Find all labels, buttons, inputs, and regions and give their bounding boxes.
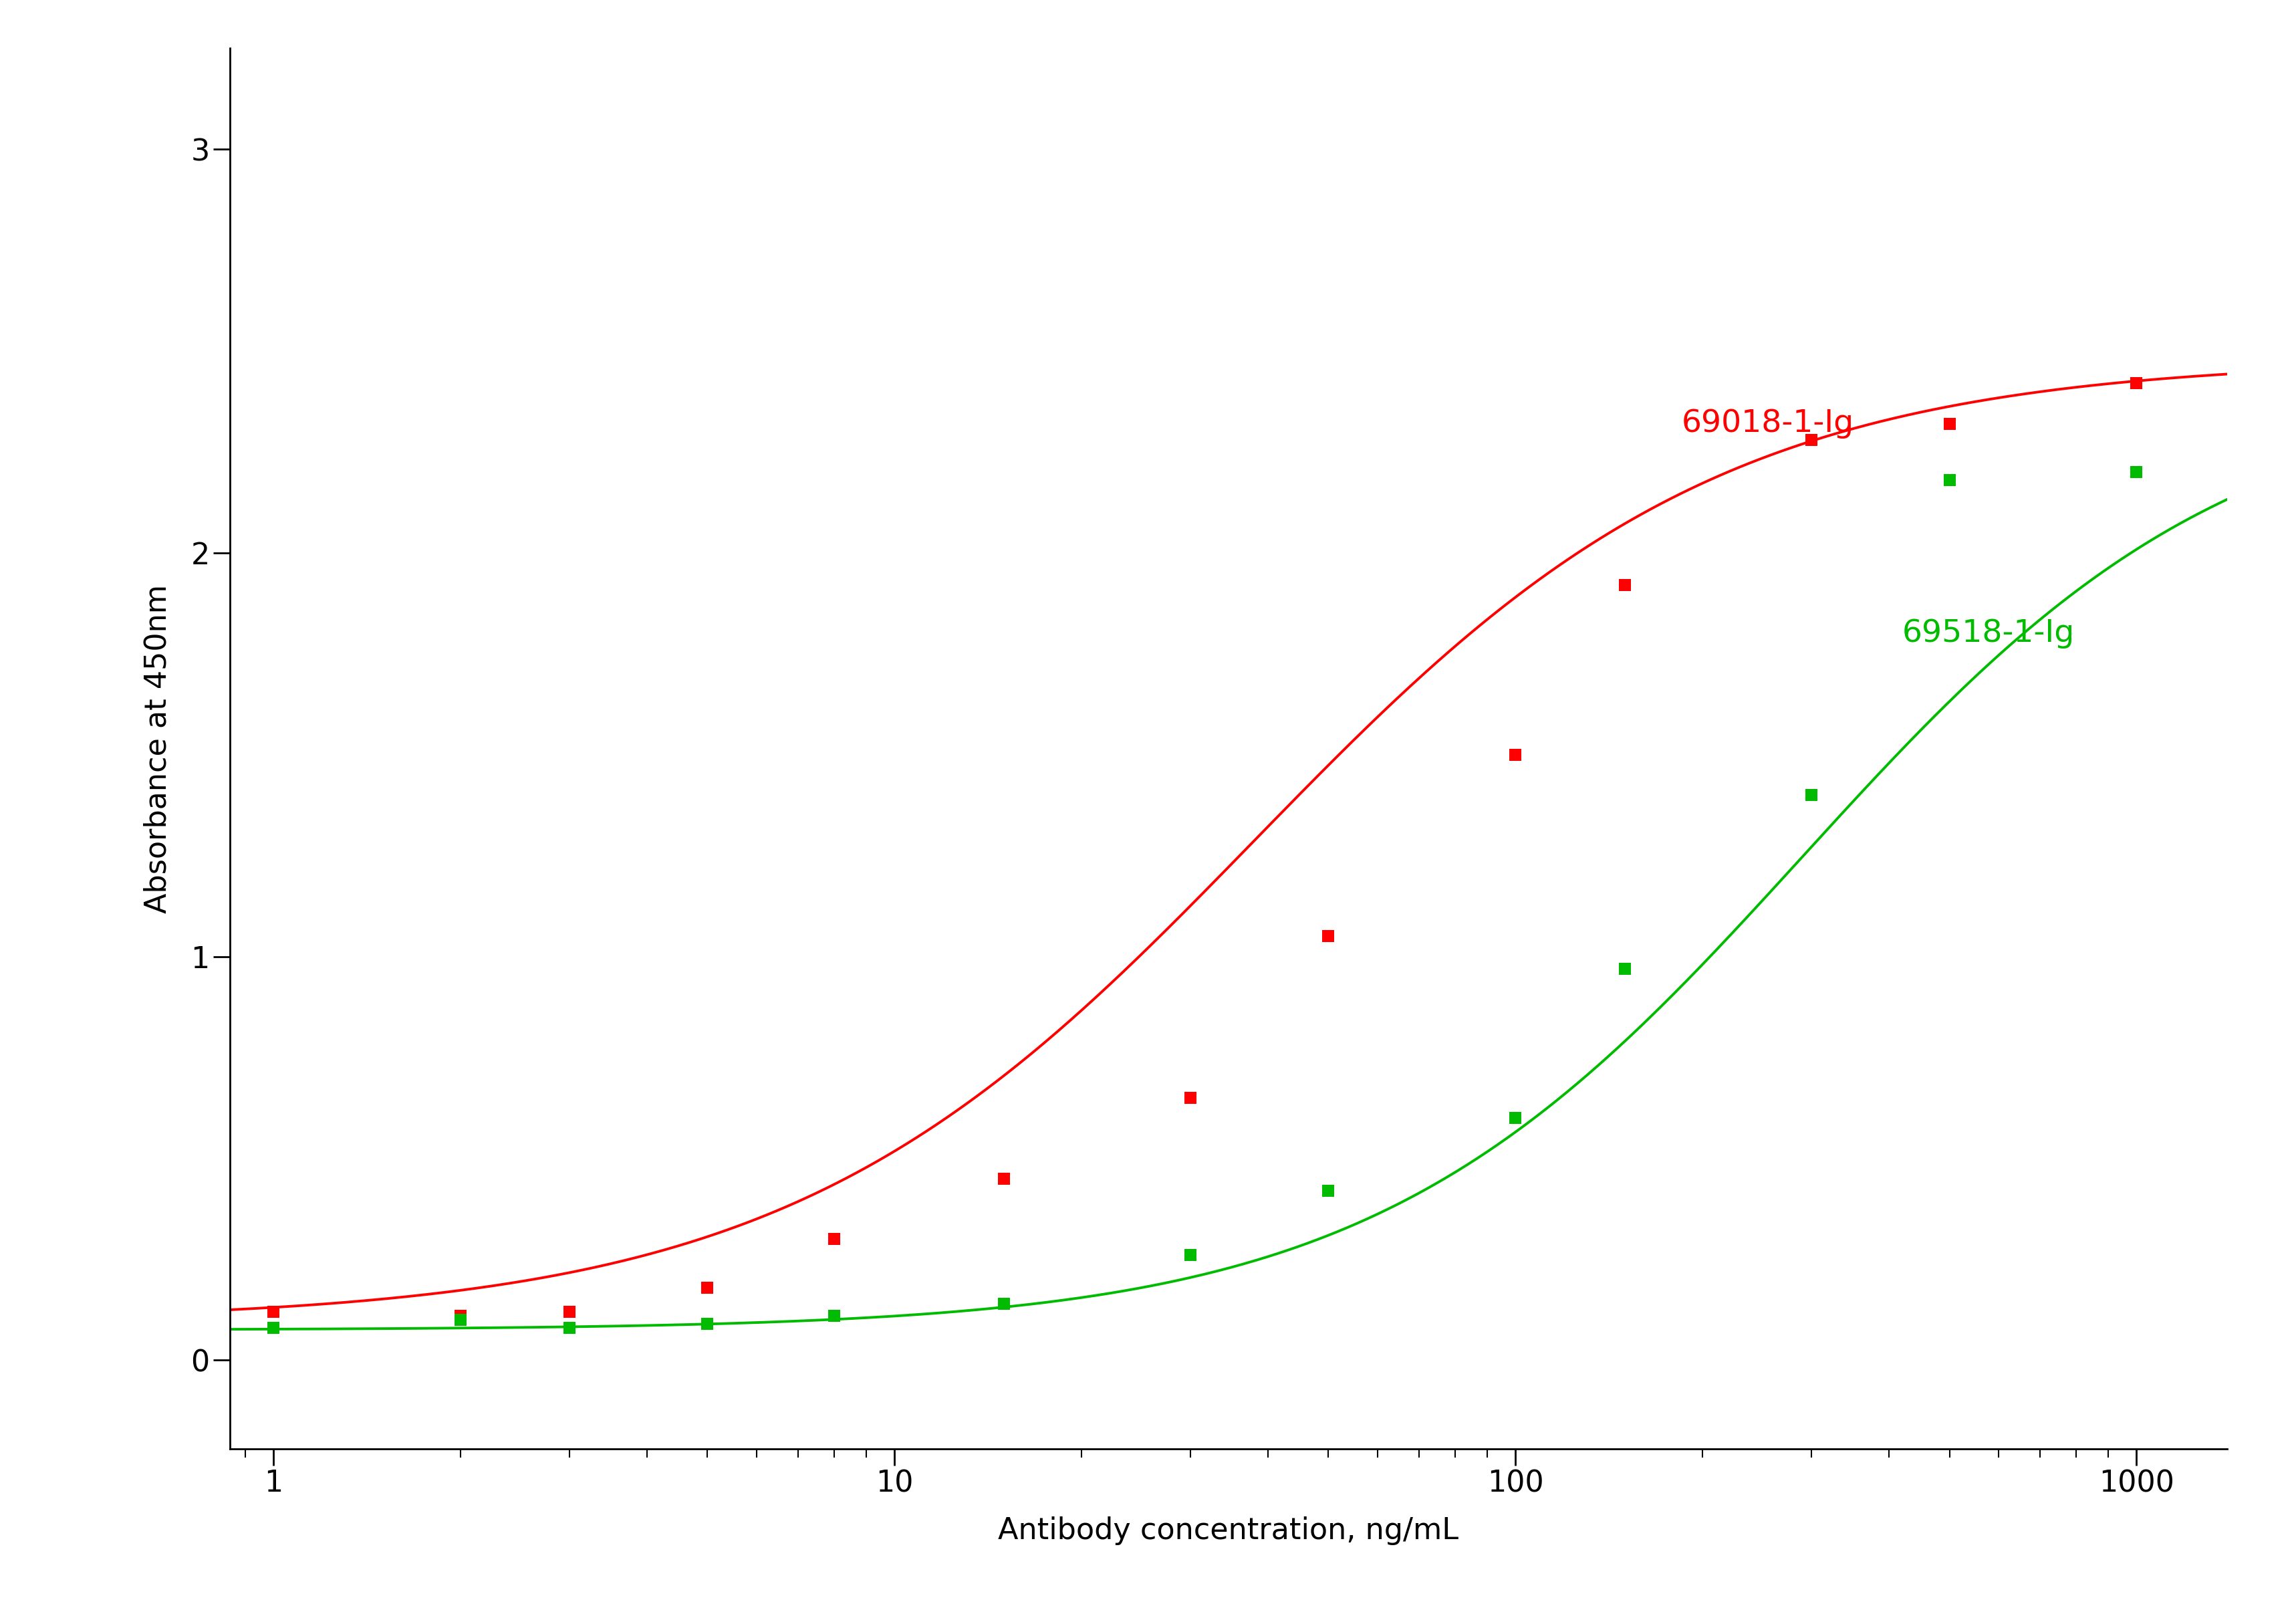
Point bbox=[1311, 924, 1348, 950]
Point bbox=[985, 1291, 1022, 1317]
Point bbox=[1497, 742, 1534, 768]
Point bbox=[1173, 1243, 1210, 1269]
Point bbox=[1607, 572, 1644, 597]
Point bbox=[1931, 467, 1968, 493]
Text: 69518-1-Ig: 69518-1-Ig bbox=[1903, 618, 2076, 649]
Point bbox=[1793, 782, 1830, 808]
Point bbox=[2117, 370, 2154, 396]
Point bbox=[443, 1302, 480, 1328]
Point bbox=[1793, 427, 1830, 452]
Point bbox=[689, 1311, 726, 1336]
Y-axis label: Absorbance at 450nm: Absorbance at 450nm bbox=[142, 584, 172, 913]
X-axis label: Antibody concentration, ng/mL: Antibody concentration, ng/mL bbox=[999, 1517, 1458, 1546]
Point bbox=[985, 1166, 1022, 1191]
Text: 69018-1-Ig: 69018-1-Ig bbox=[1681, 409, 1853, 438]
Point bbox=[2117, 459, 2154, 485]
Point bbox=[551, 1315, 588, 1341]
Point bbox=[255, 1315, 292, 1341]
Point bbox=[815, 1302, 852, 1328]
Point bbox=[1173, 1085, 1210, 1111]
Point bbox=[1311, 1179, 1348, 1204]
Point bbox=[255, 1299, 292, 1325]
Point bbox=[1497, 1104, 1534, 1130]
Point bbox=[443, 1307, 480, 1333]
Point bbox=[1607, 956, 1644, 982]
Point bbox=[689, 1275, 726, 1301]
Point bbox=[1931, 411, 1968, 436]
Point bbox=[551, 1299, 588, 1325]
Point bbox=[815, 1227, 852, 1253]
